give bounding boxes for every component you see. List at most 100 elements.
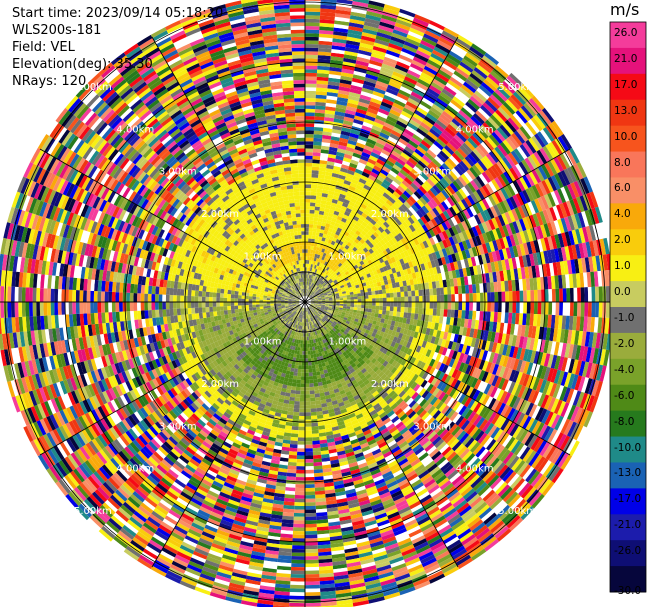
gate [319,270,323,275]
gate [307,278,309,282]
gate [399,182,408,191]
gate [416,236,423,244]
gate [374,213,382,220]
gate [312,436,320,442]
gate [313,213,319,218]
gate [364,302,369,306]
gate [443,27,460,39]
gate [350,11,367,18]
gate [494,216,503,228]
gate [566,302,571,316]
gate [469,95,483,108]
gate [427,261,433,269]
gate [420,263,426,271]
gate [335,203,342,210]
gate [328,278,333,283]
gate [471,69,486,82]
gate [514,207,523,220]
gate [339,137,349,144]
gate [327,153,337,159]
gate [330,276,335,281]
gate [352,122,363,129]
gate [431,173,441,183]
gate [305,8,321,12]
gate [370,128,381,136]
gate [333,263,338,269]
gate [447,302,452,310]
gate [475,64,491,77]
gate [374,84,388,92]
gate [588,224,597,241]
gate [438,240,446,250]
gate [490,70,505,84]
gate [357,304,362,308]
gate [325,266,330,271]
gate [315,403,322,409]
gate [350,84,363,92]
gate [326,290,331,294]
gate [336,286,341,290]
gate [562,288,567,302]
gate [333,23,349,30]
gate [404,262,410,269]
gate [491,148,503,161]
gate [323,230,328,235]
gate [522,242,530,256]
gate [312,264,315,269]
gate [411,302,416,308]
gate [335,230,341,236]
gate [373,237,380,244]
gate [526,241,533,255]
gate [380,168,389,177]
gate [417,160,428,170]
gate [539,147,551,163]
gate [451,302,455,310]
gate [311,166,320,171]
gate [329,146,338,152]
gate [542,209,551,224]
gate [346,143,356,150]
gate [565,149,577,166]
gate [371,94,384,102]
gate [318,33,334,39]
gate [385,199,394,207]
gate [442,264,449,273]
gate [463,171,473,183]
gate [400,291,405,297]
gate [350,8,367,15]
gate [424,134,436,144]
gate [412,17,429,27]
gate [475,201,484,213]
gate [370,97,382,105]
gate [497,106,511,120]
gate [573,287,578,302]
gate [333,279,338,284]
gate [392,287,397,293]
gate [339,193,346,199]
gate [417,46,432,57]
gate [422,269,428,277]
gate [368,280,374,285]
gate [434,75,448,86]
gate [306,288,308,293]
gate [400,251,406,259]
gate [441,248,448,257]
gate [339,209,346,215]
gate [342,214,349,220]
gate [398,195,406,204]
gate [309,390,315,395]
gate [332,125,343,131]
gate [392,261,398,268]
gate [398,206,406,214]
gate [429,295,434,302]
gate [392,71,406,80]
gate [329,274,334,279]
gate [486,207,495,220]
gate [400,302,405,308]
gate [346,304,351,307]
gate [354,299,358,302]
gate [309,286,312,290]
gate [431,158,442,168]
gate [330,139,340,145]
gate [371,275,376,281]
